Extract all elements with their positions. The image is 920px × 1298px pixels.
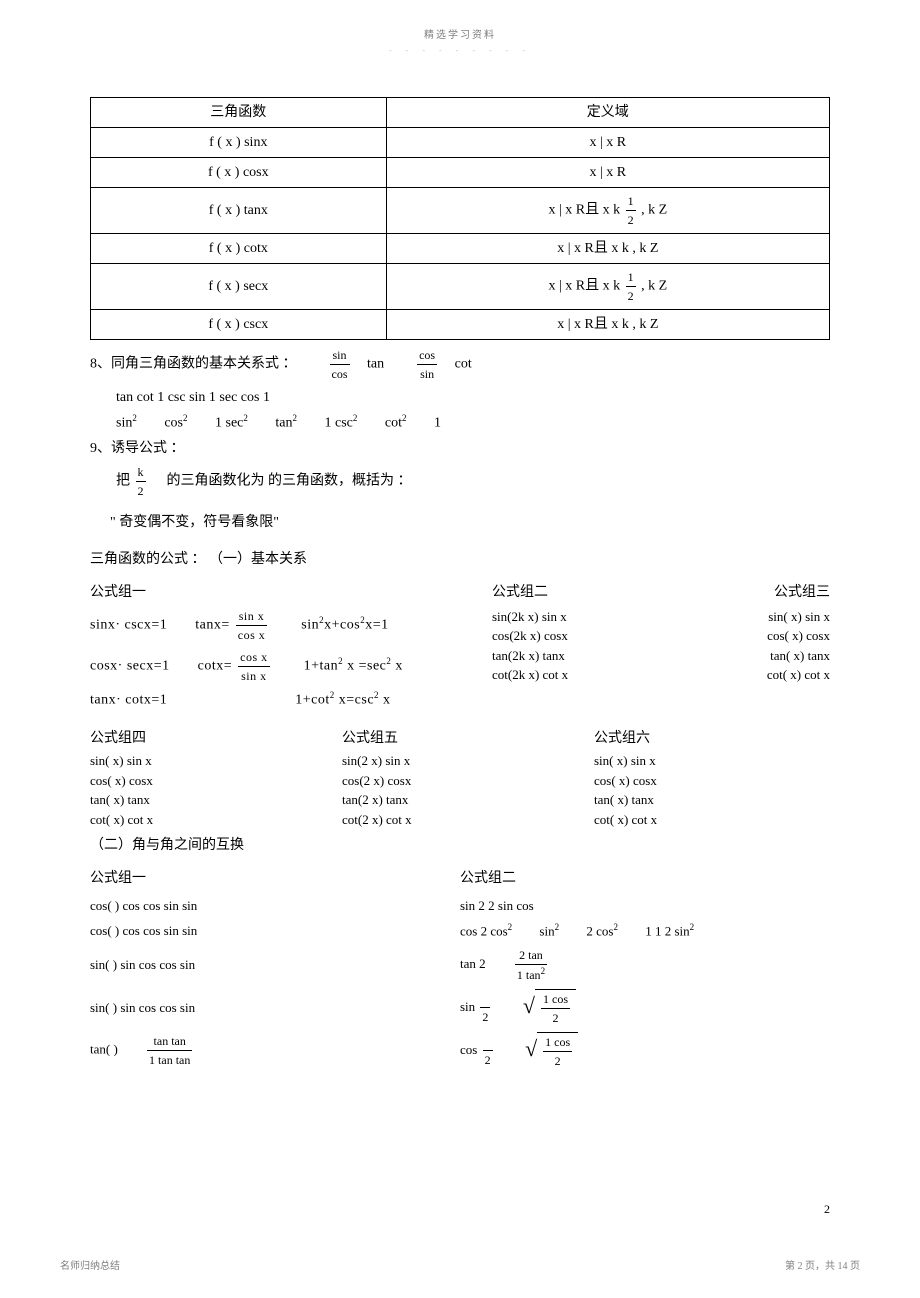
group-6: 公式组六 sin( x) sin x cos( x) cosx tan( x) … [594, 722, 830, 829]
top-header: 精选学习资料 [90, 28, 830, 43]
item-9-quote: " 奇变偶不变，符号看象限" [110, 512, 830, 533]
section-1-head: 三角函数的公式 ： （一）基本关系 [90, 549, 830, 570]
table-row: f ( x ) cscxx | x R且 x k , k Z [91, 310, 830, 340]
table-header-row: 三角函数 定义域 [91, 98, 830, 128]
table-cell-func: f ( x ) cscx [91, 310, 387, 340]
table-cell-domain: x | x R [386, 128, 829, 158]
domain-table: 三角函数 定义域 f ( x ) sinxx | x Rf ( x ) cosx… [90, 97, 830, 340]
table-cell-domain: x | x R且 x k 12 , k Z [386, 264, 829, 310]
table-row: f ( x ) secxx | x R且 x k 12 , k Z [91, 264, 830, 310]
table-row: f ( x ) tanxx | x R且 x k 12 , k Z [91, 188, 830, 234]
item-8: 8、同角三角函数的基本关系式 ： sin cos tan cos sin cot [90, 346, 830, 383]
table-row: f ( x ) sinxx | x R [91, 128, 830, 158]
angle-formulas: 公式组一 公式组二 cos( ) cos cos sin sin sin 2 2… [90, 862, 830, 1069]
table-cell-func: f ( x ) sinx [91, 128, 387, 158]
item-8-line3: sin2 cos2 1 sec2 tan2 1 csc2 cot2 1 [116, 412, 830, 434]
table-row: f ( x ) cosxx | x R [91, 158, 830, 188]
formula-groups-456: 公式组四 sin( x) sin x cos( x) cosx tan( x) … [90, 722, 830, 829]
table-cell-domain: x | x R且 x k 12 , k Z [386, 188, 829, 234]
frac-cos-sin: cos sin [417, 346, 437, 383]
item-8-line2: tan cot 1 csc sin 1 sec cos 1 [116, 387, 830, 408]
formula-groups-123: 公式组一 sinx· cscx=1 tanx= sin xcos x sin2x… [90, 582, 830, 715]
table-cell-func: f ( x ) cotx [91, 234, 387, 264]
table-cell-func: f ( x ) secx [91, 264, 387, 310]
group-1: 公式组一 sinx· cscx=1 tanx= sin xcos x sin2x… [90, 582, 480, 715]
frac-sin-cos: sin cos [330, 346, 350, 383]
table-row: f ( x ) cotxx | x R且 x k , k Z [91, 234, 830, 264]
item-8-label: 8、同角三角函数的基本关系式 ： [90, 357, 297, 372]
table-cell-domain: x | x R且 x k , k Z [386, 310, 829, 340]
table-head-domain: 定义域 [386, 98, 829, 128]
item-9-label: 9、诱导公式 ： [90, 438, 830, 459]
table-head-func: 三角函数 [91, 98, 387, 128]
group-2-3: 公式组二 公式组三 sin(2k x) sin xsin( x) sin x c… [492, 582, 830, 715]
group-4: 公式组四 sin( x) sin x cos( x) cosx tan( x) … [90, 722, 326, 829]
table-cell-func: f ( x ) cosx [91, 158, 387, 188]
page: 精选学习资料 - - - - - - - - - 三角函数 定义域 f ( x … [0, 0, 920, 1298]
top-dots: - - - - - - - - - [90, 45, 830, 57]
section-2-head: （二）角与角之间的互换 [90, 835, 830, 856]
table-cell-func: f ( x ) tanx [91, 188, 387, 234]
table-cell-domain: x | x R [386, 158, 829, 188]
table-cell-domain: x | x R且 x k , k Z [386, 234, 829, 264]
page-number: 2 [824, 1200, 830, 1218]
footer-right: 第 2 页，共 14 页 [785, 1259, 860, 1274]
item-9-body: 把 k 2 的三角函数化为 的三角函数，概括为 ： [116, 463, 830, 500]
group-5: 公式组五 sin(2 x) sin x cos(2 x) cosx tan(2 … [342, 722, 578, 829]
footer-left: 名师归纳总结 [60, 1259, 120, 1274]
